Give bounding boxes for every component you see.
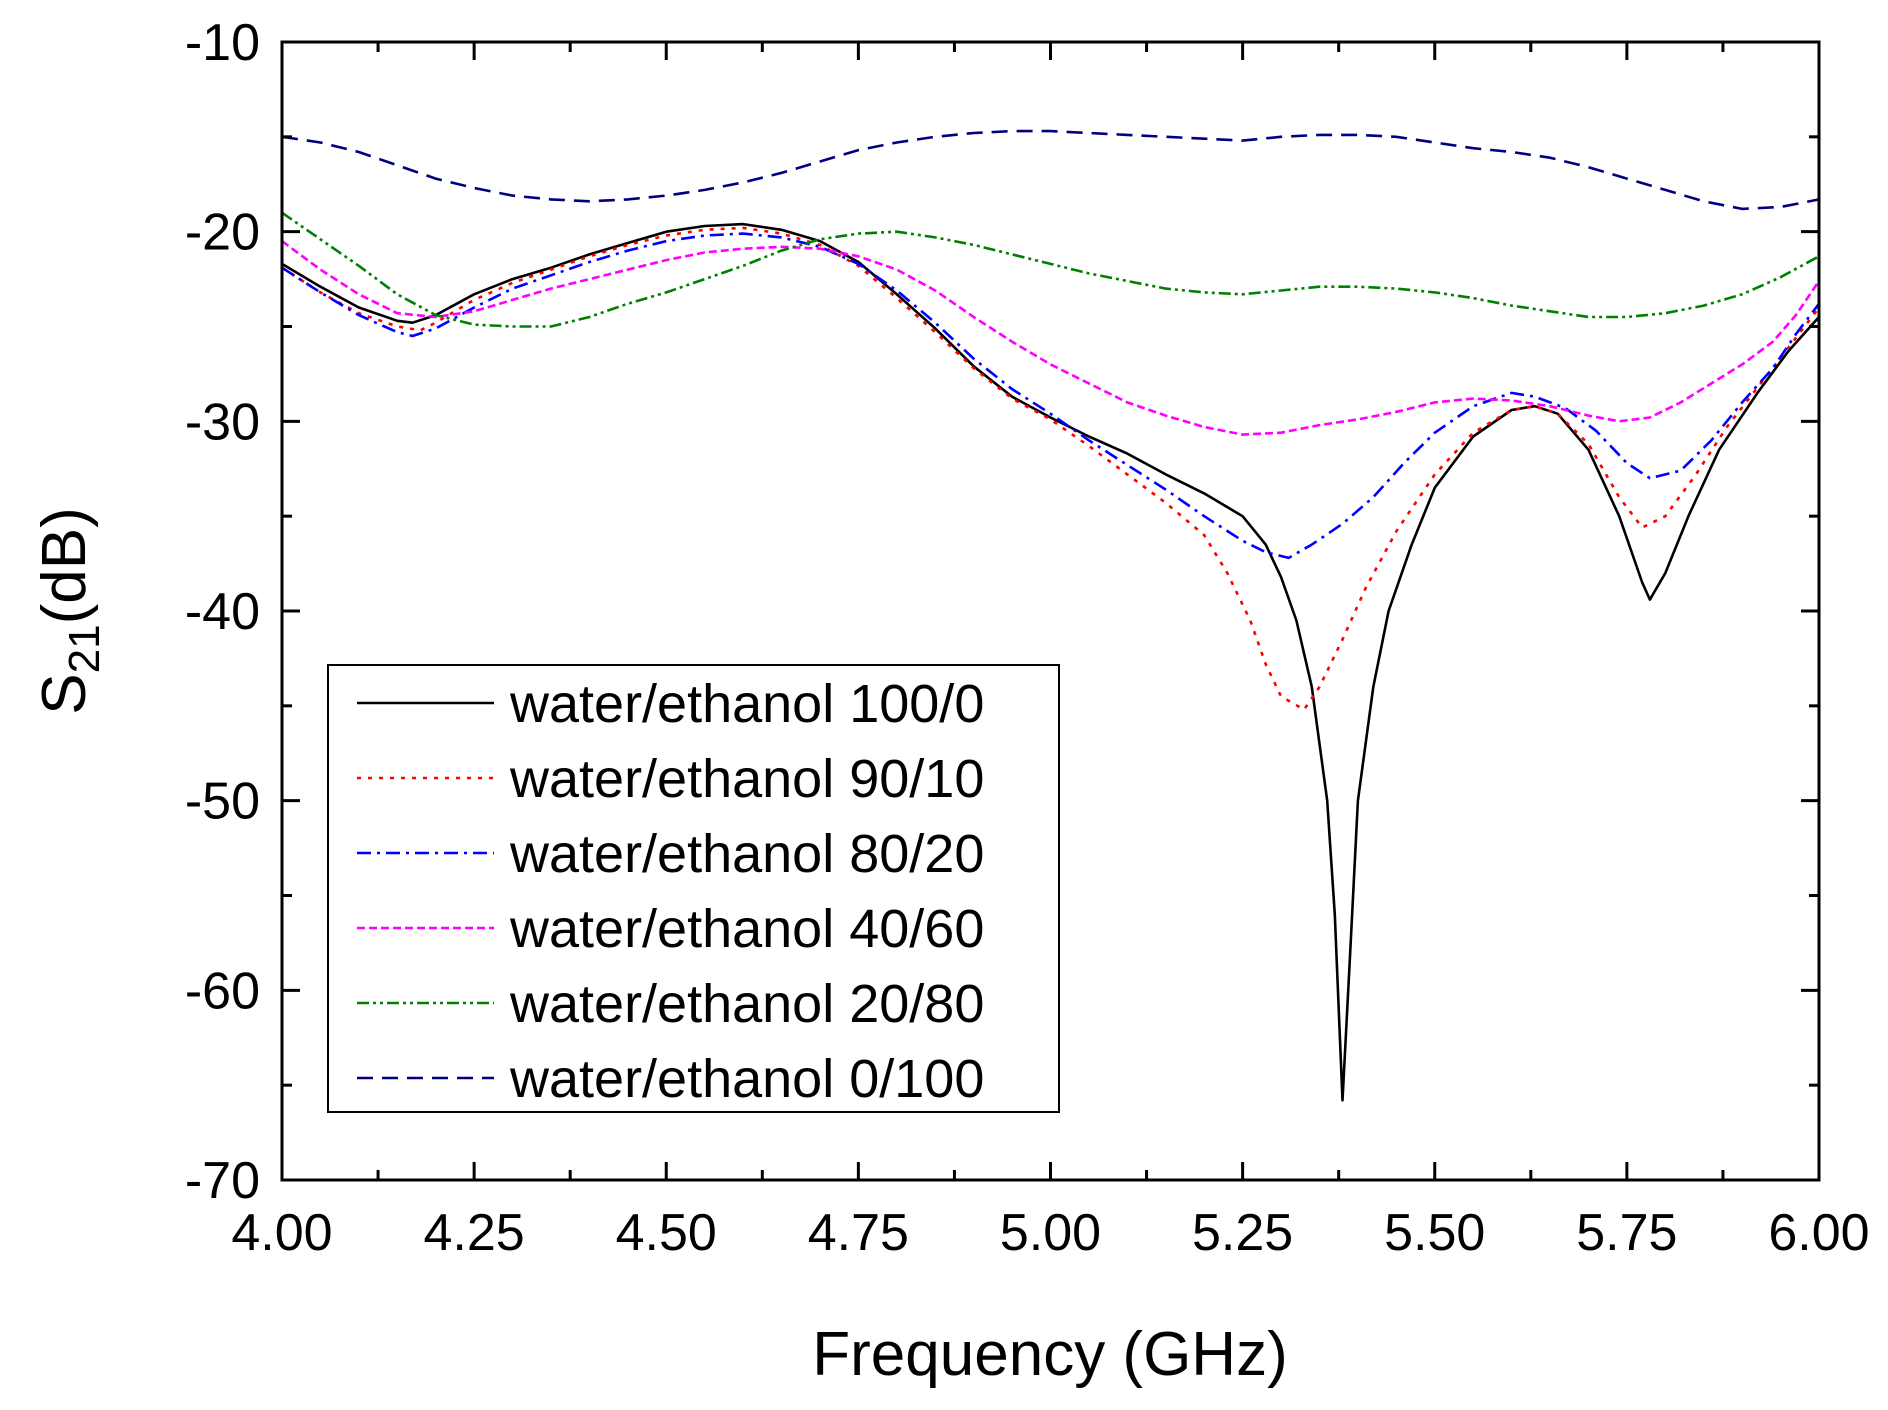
series-line-1 [281, 222, 1820, 1102]
legend-label-5: water/ethanol 20/80 [509, 974, 984, 1034]
x-tick-label: 4.00 [231, 1204, 332, 1262]
y-tick-label: -60 [185, 962, 260, 1020]
x-tick-label: 5.50 [1384, 1204, 1485, 1262]
x-tick-label: 5.75 [1576, 1204, 1677, 1262]
y-axis-label-rest: (dB) [30, 507, 99, 624]
legend-label-1: water/ethanol 100/0 [509, 674, 984, 734]
legend-label-2: water/ethanol 90/10 [509, 749, 984, 809]
x-tick-label: 5.00 [1000, 1204, 1101, 1262]
series-line-2 [281, 226, 1821, 711]
legend-label-3: water/ethanol 80/20 [509, 824, 984, 884]
series-line-4 [281, 240, 1821, 436]
series-line-6 [281, 129, 1820, 211]
legend-box [327, 664, 1060, 1113]
series-line-5 [281, 211, 1820, 328]
y-axis-label-main: S [30, 673, 99, 714]
y-tick-label: -10 [185, 14, 260, 72]
x-tick-label: 5.25 [1192, 1204, 1293, 1262]
x-tick-label: 4.50 [616, 1204, 717, 1262]
legend-items: water/ethanol 100/0 water/ethanol 90/10 wa… [357, 674, 984, 1109]
ticks-layer: 4.00 4.25 4.50 4.75 5.00 5.25 5.50 5.75 6.00 -70 -… [185, 14, 1870, 1262]
series-layer [281, 129, 1821, 1102]
legend: water/ethanol 100/0 water/ethanol 90/10 wa… [327, 664, 1060, 1113]
y-tick-label: -40 [185, 583, 260, 641]
y-tick-label: -70 [185, 1152, 260, 1210]
legend-label-6: water/ethanol 0/100 [509, 1049, 984, 1109]
y-tick-label: -50 [185, 773, 260, 831]
x-tick-label: 4.25 [424, 1204, 525, 1262]
x-tick-label: 4.75 [808, 1204, 909, 1262]
legend-label-4: water/ethanol 40/60 [509, 899, 984, 959]
series-line-3 [281, 232, 1821, 560]
x-axis-label: Frequency (GHz) [812, 1320, 1287, 1389]
y-axis-label-sub: 21 [60, 624, 109, 673]
y-axis-label: S21(dB) [30, 507, 109, 714]
y-tick-label: -30 [185, 393, 260, 451]
x-tick-label: 6.00 [1768, 1204, 1869, 1262]
y-tick-label: -20 [185, 204, 260, 262]
